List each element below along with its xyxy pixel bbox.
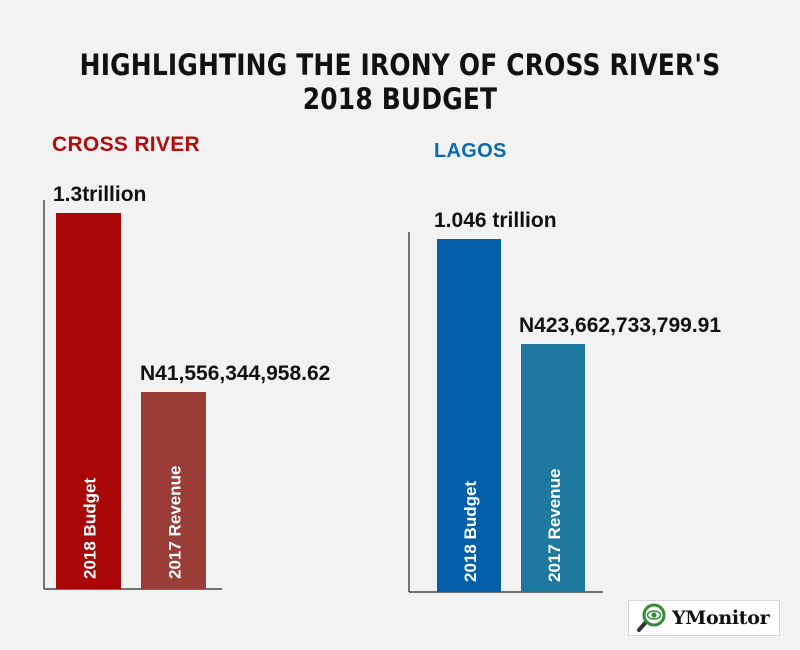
magnifier-eye-icon: [637, 603, 666, 632]
bar-category-label: 2017 Revenue: [545, 469, 564, 582]
bar-category-label: 2018 Budget: [81, 478, 100, 579]
bar-budget: [56, 213, 121, 589]
bar-value-label: N41,556,344,958.62: [140, 362, 330, 385]
lagos-heading: LAGOS: [434, 140, 507, 162]
bar-budget: [437, 239, 501, 592]
bar-value-label: N423,662,733,799.91: [519, 314, 721, 337]
bar-revenue: [521, 344, 585, 592]
bar-value-label: 1.3trillion: [53, 183, 146, 206]
page-title: HIGHLIGHTING THE IRONY OF CROSS RIVER'S …: [79, 48, 721, 116]
bar-category-label: 2018 Budget: [461, 481, 480, 582]
bar-revenue: [141, 392, 206, 589]
bar-value-label: 1.046 trillion: [434, 209, 557, 232]
logo-text: YMonitor: [672, 607, 770, 629]
ymonitor-logo: YMonitor: [628, 600, 780, 636]
bar-category-label: 2017 Revenue: [166, 466, 185, 579]
cross-river-heading: CROSS RIVER: [52, 133, 200, 156]
